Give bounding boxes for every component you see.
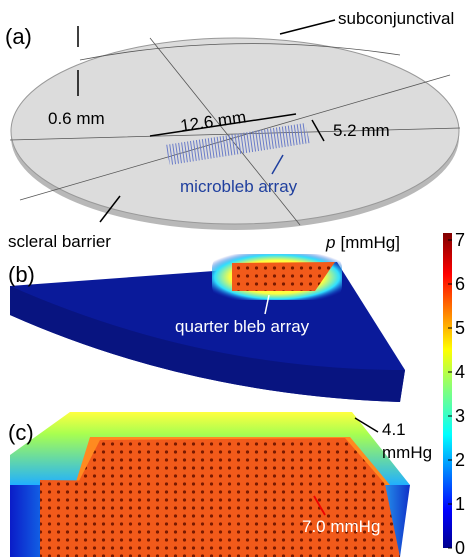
colorbar-tick-label: 4 (455, 362, 465, 382)
colorbar (443, 233, 452, 548)
annotation: 5.2 mm (333, 121, 390, 140)
colorbar-tick-label: 0 (455, 538, 465, 557)
panel-label: (c) (8, 420, 34, 445)
annotation: 4.1 (382, 420, 406, 439)
arrow (280, 20, 335, 34)
annotation: mmHg (382, 443, 432, 462)
annotation: quarter bleb array (175, 317, 310, 336)
colorbar-tick-label: 3 (455, 406, 465, 426)
panel-label: (b) (8, 262, 35, 287)
annotation: scleral barrier (8, 232, 111, 251)
unit: [mmHg] (340, 233, 400, 252)
annotation: subconjunctival (338, 9, 454, 28)
colorbar-tick-label: 6 (455, 274, 465, 294)
annotation: microbleb array (180, 177, 298, 196)
annotation: 7.0 mmHg (302, 517, 380, 536)
symbol: p (325, 233, 335, 252)
colorbar-tick-label: 7 (455, 230, 465, 250)
annotation: 0.6 mm (48, 109, 105, 128)
panel-label: (a) (5, 24, 32, 49)
figure: (a) subconjunctival 0.6 mm 12.6 mm 5.2 m… (0, 0, 467, 557)
colorbar-tick-label: 5 (455, 318, 465, 338)
colorbar-title: p [mmHg] (325, 233, 400, 252)
disk (11, 38, 459, 224)
colorbar-tick-label: 1 (455, 494, 465, 514)
colorbar-tick-label: 2 (455, 450, 465, 470)
